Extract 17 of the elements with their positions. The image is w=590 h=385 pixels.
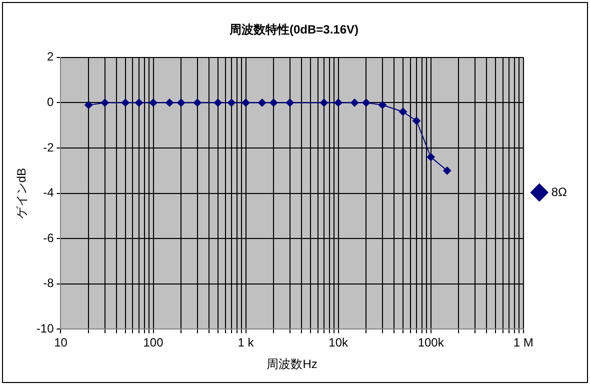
y-tick-label: -6 <box>43 230 54 245</box>
y-tick-label: -4 <box>43 186 54 200</box>
y-axis-title: ゲインdB <box>14 168 29 219</box>
x-tick-label: 100 <box>143 336 164 350</box>
y-tick-label: -10 <box>36 322 54 336</box>
y-tick-label: 2 <box>47 50 54 64</box>
x-axis-title: 周波数Hz <box>266 357 318 372</box>
x-tick-label: 10k <box>328 336 349 350</box>
x-tick-label: 100k <box>418 336 445 350</box>
y-tick-label: -8 <box>43 276 54 290</box>
x-tick-label: 10 <box>54 336 68 350</box>
chart-title: 周波数特性(0dB=3.16V) <box>228 22 359 37</box>
y-tick-label: 0 <box>47 95 54 110</box>
legend-label: 8Ω <box>551 184 568 199</box>
y-tick-label: -2 <box>43 140 54 154</box>
x-tick-label: 1 M <box>513 336 534 350</box>
x-tick-label: 1 k <box>238 336 255 350</box>
